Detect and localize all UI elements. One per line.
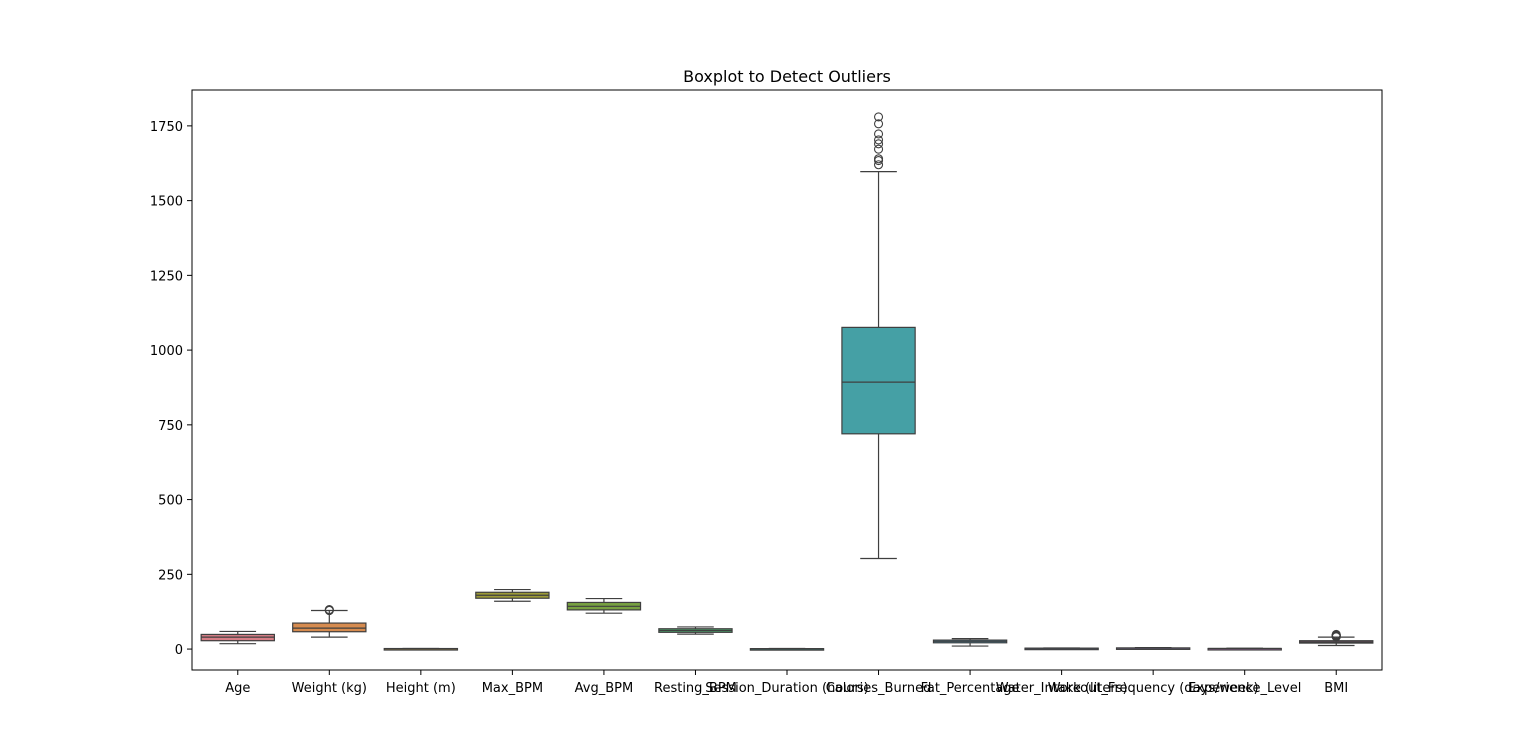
x-tick-label: Calories_Burned	[826, 681, 932, 696]
box-water-intake-liters-	[1024, 647, 1099, 651]
outlier-point	[873, 119, 884, 129]
y-tick-label: 0	[175, 643, 183, 658]
y-tick-label: 1000	[150, 344, 183, 359]
box-fat-percentage	[932, 638, 1008, 647]
x-axis-ticks: Age Weight (kg) Height (m) Max_BPM Avg_BPM Re…	[225, 670, 1348, 696]
box-max-bpm	[475, 588, 550, 602]
y-axis-ticks: 0 250 500 750 1000 1250 1500 1750	[150, 120, 192, 658]
outlier-point	[873, 135, 884, 145]
outlier-point	[873, 144, 884, 154]
chart-title: Boxplot to Detect Outliers	[683, 67, 891, 86]
box-avg-bpm	[566, 597, 642, 614]
x-tick-label: Weight (kg)	[292, 681, 367, 696]
box-calories-burned	[841, 112, 916, 560]
x-tick-label: Workout_Frequency (days/week)	[1048, 681, 1259, 696]
y-tick-label: 250	[158, 568, 183, 583]
boxes-layer	[200, 112, 1374, 651]
y-tick-label: 1500	[150, 195, 183, 210]
outlier-point	[873, 112, 884, 122]
box-weight-kg-	[292, 605, 367, 638]
outlier-point	[1331, 629, 1341, 639]
box-age	[200, 630, 275, 645]
x-tick-label: Avg_BPM	[575, 681, 634, 696]
box-experience-level	[1207, 647, 1282, 651]
outlier-point	[873, 129, 884, 139]
x-tick-label: BMI	[1324, 681, 1348, 696]
iqr-box	[292, 622, 367, 633]
y-tick-label: 500	[158, 494, 183, 509]
x-tick-label: Session_Duration (hours)	[705, 681, 868, 696]
outlier-point	[873, 154, 884, 164]
box-session-duration-hours-	[749, 647, 825, 651]
box-resting-bpm	[658, 626, 733, 635]
outlier-point	[873, 160, 884, 170]
box-height-m-	[383, 647, 459, 651]
y-tick-label: 1750	[150, 120, 183, 135]
x-tick-label: Height (m)	[386, 681, 456, 696]
x-tick-label: Water_Intake (liters)	[996, 681, 1128, 696]
y-tick-label: 750	[158, 419, 183, 434]
x-tick-label: Age	[225, 681, 250, 696]
x-tick-label: Resting_BPM	[654, 681, 737, 696]
outlier-point	[324, 605, 334, 616]
box-workout-frequency-days-week-	[1115, 646, 1191, 650]
x-tick-label: Fat_Percentage	[921, 681, 1020, 696]
outlier-point	[873, 139, 884, 149]
plot-area-frame	[191, 89, 1383, 671]
x-tick-label: Experience_Level	[1188, 681, 1301, 696]
box-bmi	[1299, 629, 1374, 647]
x-tick-label: Max_BPM	[482, 681, 543, 696]
y-tick-label: 1250	[150, 269, 183, 284]
iqr-box	[841, 326, 916, 435]
